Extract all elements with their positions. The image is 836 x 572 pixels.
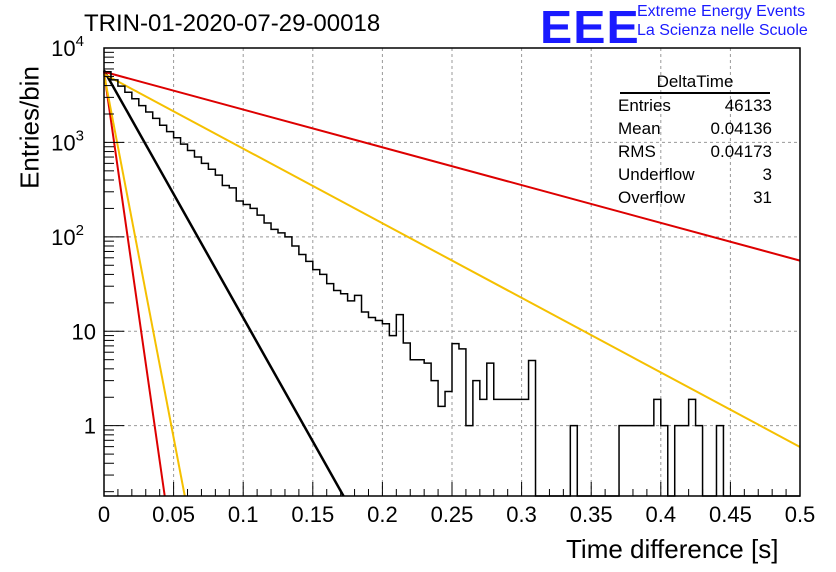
stats-label: Overflow xyxy=(618,188,686,207)
x-tick-label: 0.3 xyxy=(506,502,537,527)
eee-logo: EEE xyxy=(540,1,640,53)
fit-line xyxy=(103,73,186,497)
x-tick-label: 0.5 xyxy=(785,502,816,527)
y-tick-label: 1 xyxy=(84,414,96,439)
fit-line xyxy=(103,73,801,448)
stats-title: DeltaTime xyxy=(620,72,770,94)
stats-label: Entries xyxy=(618,96,671,115)
stats-value: 0.04173 xyxy=(710,142,772,161)
stats-label: Mean xyxy=(618,119,661,138)
stats-row: RMS 0.04173 xyxy=(612,140,782,163)
stats-value: 31 xyxy=(753,188,772,207)
logo-line-1: Extreme Energy Events xyxy=(637,3,806,20)
histogram-steps xyxy=(104,71,800,497)
y-axis-label: Entries/bin xyxy=(14,66,45,189)
logo-line-2: La Scienza nelle Scuole xyxy=(637,22,808,39)
x-tick-label: 0.25 xyxy=(431,502,474,527)
x-tick-label: 0.05 xyxy=(152,502,195,527)
y-tick-label: 104 xyxy=(51,33,84,61)
x-tick-label: 0.2 xyxy=(367,502,398,527)
fit-line xyxy=(103,71,166,497)
x-axis-label: Time difference [s] xyxy=(566,534,779,564)
stats-row: Mean 0.04136 xyxy=(612,117,782,140)
x-tick-label: 0.1 xyxy=(228,502,259,527)
stats-label: Underflow xyxy=(618,165,695,184)
stats-row: Entries 46133 xyxy=(612,94,782,117)
fit-line xyxy=(102,69,345,497)
stats-value: 0.04136 xyxy=(710,119,772,138)
x-tick-label: 0 xyxy=(98,502,110,527)
y-tick-label: 10 xyxy=(72,319,96,344)
stats-value: 46133 xyxy=(724,96,772,115)
y-tick-label: 103 xyxy=(51,127,84,155)
grid-lines xyxy=(104,48,800,496)
x-tick-label: 0.35 xyxy=(570,502,613,527)
x-tick-label: 0.45 xyxy=(709,502,752,527)
stats-box: DeltaTime Entries 46133 Mean 0.04136 RMS 0.… xyxy=(612,72,782,209)
chart-title: TRIN-01-2020-07-29-00018 xyxy=(84,10,381,37)
axis-ticks xyxy=(103,47,801,496)
stats-row: Overflow 31 xyxy=(612,186,782,209)
tick-labels: 0 0.05 0.1 0.15 0.2 0.25 0.3 0.35 0.4 0.45 0.5 1 10 1… xyxy=(51,33,815,527)
histogram xyxy=(104,71,800,497)
stats-value: 3 xyxy=(762,165,772,184)
stats-row: Underflow 3 xyxy=(612,163,782,186)
fit-line xyxy=(103,70,801,262)
y-tick-label: 102 xyxy=(51,222,84,250)
x-tick-label: 0.15 xyxy=(291,502,334,527)
x-tick-label: 0.4 xyxy=(646,502,677,527)
stats-label: RMS xyxy=(618,142,656,161)
